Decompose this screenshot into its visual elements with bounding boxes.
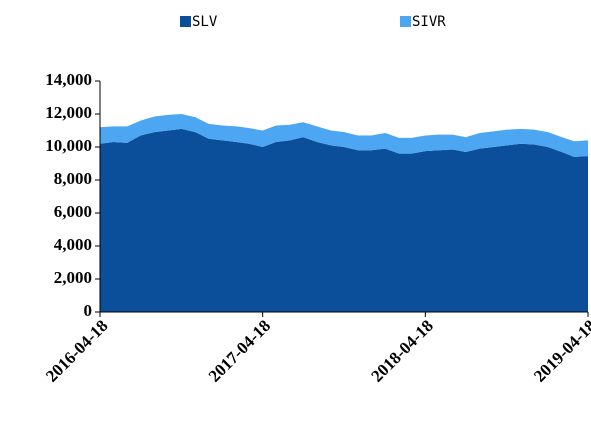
legend-swatch <box>180 16 191 27</box>
x-tick-label: 2017-04-18 <box>205 316 275 386</box>
legend-swatch <box>400 16 411 27</box>
y-tick-label: 12,000 <box>45 103 92 122</box>
y-tick-label: 8,000 <box>54 169 92 188</box>
legend-label: SIVR <box>412 14 446 30</box>
y-tick-label: 0 <box>84 301 93 320</box>
area <box>100 114 588 157</box>
x-tick-label: 2018-04-18 <box>367 316 437 386</box>
y-tick-label: 6,000 <box>54 202 92 221</box>
y-tick-label: 10,000 <box>45 136 92 155</box>
y-tick-label: 4,000 <box>54 235 92 254</box>
area <box>100 128 588 312</box>
y-tick-label: 2,000 <box>54 268 92 287</box>
y-tick-label: 14,000 <box>45 70 92 89</box>
legend-label: SLV <box>192 14 218 30</box>
x-tick-label: 2019-04-18 <box>530 316 591 386</box>
x-tick-label: 2016-04-18 <box>42 316 112 386</box>
